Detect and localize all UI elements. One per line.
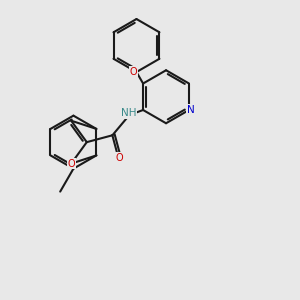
Text: NH: NH bbox=[121, 108, 136, 118]
Text: O: O bbox=[68, 159, 75, 169]
Text: O: O bbox=[130, 67, 137, 77]
Text: N: N bbox=[187, 105, 195, 115]
Text: O: O bbox=[116, 153, 123, 163]
